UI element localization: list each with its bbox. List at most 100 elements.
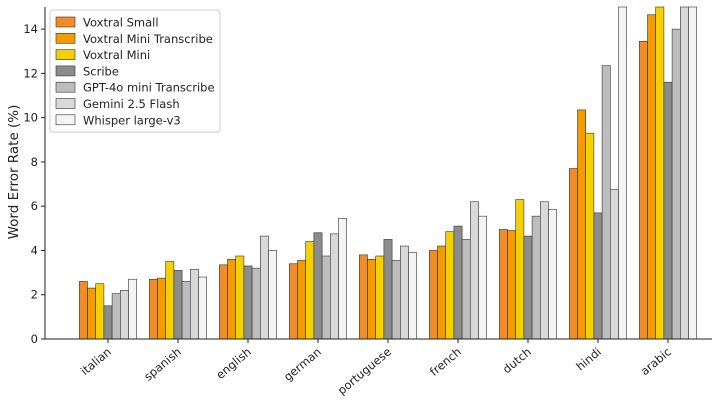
bar-dutch-scribe: [523, 235, 533, 340]
legend: Voxtral Small Voxtral Mini Transcribe Voxt…: [49, 9, 221, 133]
legend-swatch: [55, 81, 76, 93]
legend-label: Gemini 2.5 Flash: [83, 97, 180, 111]
bar-french-voxtral-small: [428, 250, 438, 340]
bar-english-gemini-2-5-flash: [259, 235, 269, 340]
x-tick-label-dutch: dutch: [500, 345, 534, 377]
bar-dutch-gemini-2-5-flash: [539, 201, 549, 340]
bar-italian-gpt-4o-mini-transcribe: [111, 293, 121, 340]
legend-swatch: [55, 98, 76, 109]
bar-dutch-gpt-4o-mini-transcribe: [531, 215, 541, 340]
bar-hindi-gemini-2-5-flash: [609, 189, 619, 340]
bar-german-gemini-2-5-flash: [329, 233, 339, 340]
x-tick-label-english: english: [213, 345, 254, 382]
y-tick-label: 12: [23, 66, 38, 80]
bar-spanish-voxtral-mini-transcribe: [157, 277, 166, 340]
legend-frame: [49, 9, 221, 133]
legend-swatch: [55, 32, 76, 44]
bar-arabic-voxtral-mini-transcribe: [647, 14, 656, 340]
x-tick-label-italian: italian: [78, 345, 114, 379]
bar-dutch-whisper-large-v3: [548, 209, 557, 340]
x-tick-label-french: french: [427, 345, 464, 379]
bar-hindi-voxtral-mini-transcribe: [577, 109, 586, 340]
y-axis-label: Word Error Rate (%): [6, 105, 22, 240]
bar-german-voxtral-small: [288, 263, 298, 340]
bar-portuguese-gpt-4o-mini-transcribe: [391, 260, 401, 340]
y-tick-label: 10: [23, 111, 38, 125]
legend-label: Whisper large-v3: [83, 113, 181, 127]
bar-french-scribe: [453, 225, 463, 340]
bar-german-scribe: [313, 232, 323, 340]
bar-italian-scribe: [103, 305, 113, 340]
bar-portuguese-scribe: [383, 239, 393, 340]
bar-spanish-voxtral-small: [149, 278, 158, 340]
bar-italian-gemini-2-5-flash: [120, 290, 129, 340]
bar-spanish-whisper-large-v3: [198, 276, 207, 340]
bar-arabic-voxtral-mini: [655, 6, 665, 340]
legend-swatch: [55, 16, 76, 28]
bar-german-voxtral-mini-transcribe: [297, 260, 306, 340]
bar-italian-whisper-large-v3: [128, 278, 137, 340]
bar-portuguese-voxtral-small: [358, 254, 368, 340]
bar-french-voxtral-mini-transcribe: [437, 245, 446, 340]
x-tick-label-german: german: [281, 345, 324, 384]
bar-french-voxtral-mini: [445, 231, 455, 340]
legend-swatch: [55, 114, 76, 126]
bar-hindi-voxtral-small: [568, 168, 578, 340]
bar-arabic-whisper-large-v3: [688, 6, 697, 340]
bar-english-voxtral-mini-transcribe: [227, 259, 236, 340]
bar-german-voxtral-mini: [305, 241, 315, 340]
bar-english-voxtral-mini: [235, 255, 245, 340]
x-tick-label-arabic: arabic: [638, 345, 674, 379]
x-tick-label-hindi: hindi: [573, 345, 604, 374]
bar-portuguese-voxtral-mini: [375, 255, 385, 340]
bar-hindi-scribe: [593, 212, 603, 340]
bar-portuguese-gemini-2-5-flash: [399, 245, 409, 340]
legend-swatch: [55, 65, 76, 77]
bar-hindi-gpt-4o-mini-transcribe: [601, 65, 611, 340]
y-tick-label: 0: [31, 332, 38, 346]
bar-portuguese-voxtral-mini-transcribe: [367, 259, 376, 340]
bar-portuguese-whisper-large-v3: [408, 252, 417, 340]
legend-label: Scribe: [83, 64, 119, 78]
y-tick-label: 2: [31, 288, 38, 302]
bar-italian-voxtral-mini-transcribe: [87, 287, 96, 340]
bar-hindi-whisper-large-v3: [618, 6, 627, 340]
bar-french-whisper-large-v3: [478, 215, 487, 340]
bar-italian-voxtral-small: [79, 281, 88, 340]
bar-hindi-voxtral-mini: [585, 132, 595, 340]
y-tick-label: 8: [31, 155, 38, 169]
bar-english-scribe: [243, 265, 253, 340]
bar-german-gpt-4o-mini-transcribe: [321, 255, 331, 340]
bar-arabic-gemini-2-5-flash: [679, 6, 689, 340]
bar-dutch-voxtral-mini-transcribe: [507, 230, 516, 340]
bar-french-gpt-4o-mini-transcribe: [461, 239, 471, 340]
y-tick-label: 4: [31, 243, 38, 257]
legend-label: Voxtral Small: [83, 16, 159, 30]
bar-spanish-gemini-2-5-flash: [190, 268, 199, 340]
bar-french-gemini-2-5-flash: [469, 201, 479, 340]
legend-label: Voxtral Mini: [83, 48, 150, 62]
legend-label: GPT-4o mini Transcribe: [83, 81, 215, 95]
bars-layer: [79, 6, 697, 340]
legend-swatch: [55, 49, 76, 60]
bar-italian-voxtral-mini: [95, 283, 105, 340]
y-tick-label: 14: [23, 22, 38, 36]
bar-english-whisper-large-v3: [268, 250, 277, 340]
x-tick-label-portuguese: portuguese: [335, 345, 394, 398]
legend-label: Voxtral Mini Transcribe: [83, 32, 213, 46]
bar-arabic-scribe: [663, 81, 673, 340]
y-tick-label: 6: [31, 199, 38, 213]
bar-german-whisper-large-v3: [338, 218, 347, 340]
bar-spanish-gpt-4o-mini-transcribe: [181, 281, 191, 340]
bar-english-gpt-4o-mini-transcribe: [251, 267, 261, 340]
x-tick-label-spanish: spanish: [141, 345, 184, 384]
bar-spanish-voxtral-mini: [165, 261, 175, 340]
bar-arabic-voxtral-small: [638, 41, 648, 340]
bar-english-voxtral-small: [219, 264, 228, 340]
bar-dutch-voxtral-small: [498, 229, 508, 340]
bar-dutch-voxtral-mini: [515, 199, 525, 340]
bar-spanish-scribe: [173, 270, 183, 340]
bar-arabic-gpt-4o-mini-transcribe: [671, 28, 681, 340]
